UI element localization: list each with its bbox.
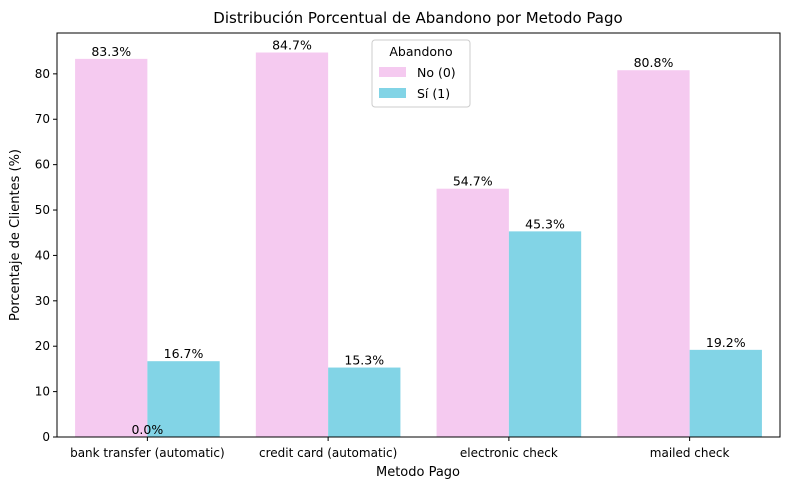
legend-label: Sí (1) — [417, 86, 450, 101]
bar-si-2 — [508, 231, 582, 437]
x-tick-label: electronic check — [460, 446, 558, 460]
chart-title: Distribución Porcentual de Abandono por … — [213, 9, 622, 27]
bars-group: 83.3% 84.7% 54.7% 80.8% 16.7% 15.3% 45.3% 19.2%… — [75, 38, 762, 438]
bar-si-1 — [328, 367, 401, 437]
y-tick-label: 60 — [35, 158, 50, 172]
y-tick-label: 20 — [35, 339, 50, 353]
bar-no-0 — [75, 58, 148, 438]
legend: Abandono No (0) Sí (1) — [371, 39, 471, 108]
y-tick-label: 80 — [35, 67, 50, 81]
bar-value-label: 80.8% — [634, 55, 674, 70]
y-axis-label: Porcentaje de Clientes (%) — [8, 149, 23, 321]
bar-no-3 — [617, 70, 690, 437]
bar-no-1 — [255, 52, 329, 437]
y-tick-label: 70 — [35, 112, 50, 126]
legend-swatch-no — [379, 67, 406, 77]
x-axis: bank transfer (automatic) credit card (au… — [70, 437, 729, 460]
bar-value-label: 19.2% — [706, 335, 746, 350]
x-axis-label: Metodo Pago — [376, 465, 460, 480]
legend-title: Abandono — [389, 44, 452, 59]
bar-value-label: 54.7% — [453, 174, 493, 189]
bar-si-3 — [689, 349, 762, 437]
x-tick-label: bank transfer (automatic) — [70, 446, 225, 460]
bar-si-0 — [147, 361, 220, 437]
y-tick-label: 50 — [35, 203, 50, 217]
bar-value-label: 15.3% — [344, 353, 384, 368]
y-axis: 0 10 20 30 40 50 60 70 80 — [35, 67, 57, 444]
x-tick-label: credit card (automatic) — [259, 446, 397, 460]
bar-value-label: 83.3% — [91, 44, 131, 59]
plot-frame — [56, 32, 781, 438]
legend-swatch-si — [379, 88, 406, 98]
y-tick-label: 30 — [35, 294, 50, 308]
y-tick-label: 10 — [35, 385, 50, 399]
legend-label: No (0) — [417, 65, 456, 80]
x-tick-label: mailed check — [650, 446, 730, 460]
bar-value-label: 16.7% — [164, 346, 204, 361]
y-tick-label: 0 — [42, 430, 50, 444]
bar-value-label: 45.3% — [525, 216, 565, 231]
bar-value-label: 84.7% — [272, 38, 312, 53]
bar-no-2 — [436, 188, 509, 437]
y-tick-label: 40 — [35, 248, 50, 262]
annotation-label: 0.0% — [131, 422, 163, 437]
